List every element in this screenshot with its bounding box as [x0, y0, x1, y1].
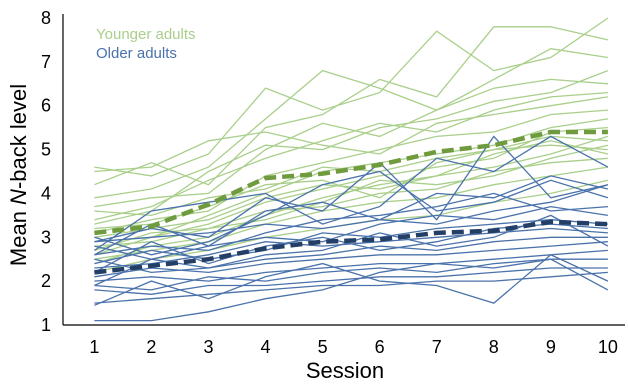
axes — [62, 14, 625, 326]
x-tick-label-10: 10 — [598, 337, 618, 357]
y-tick-label-3: 3 — [41, 227, 51, 247]
older-participant-line-1 — [94, 135, 609, 243]
older-mean-line — [94, 219, 608, 275]
older-individual-lines — [94, 135, 609, 322]
x-tick-label-3: 3 — [203, 337, 213, 357]
x-tick-label-9: 9 — [546, 337, 556, 357]
younger-participant-line-14 — [94, 166, 608, 260]
older-participant-line-2 — [94, 135, 609, 251]
x-tick-label-1: 1 — [89, 337, 99, 357]
y-axis-title-prefix: Mean — [6, 205, 31, 266]
x-tick-label-4: 4 — [261, 337, 271, 357]
younger-participant-line-4 — [94, 78, 608, 208]
younger-mean-line — [94, 129, 608, 236]
x-tick-label-7: 7 — [432, 337, 442, 357]
older-participant-line-14 — [94, 254, 609, 306]
older-participant-line-4 — [94, 192, 608, 256]
x-tick-label-2: 2 — [146, 337, 156, 357]
x-tick-label-6: 6 — [375, 337, 385, 357]
older-participant-line-10 — [94, 249, 608, 282]
older-participant-line-11 — [94, 258, 608, 291]
x-tick-labels: 1 2 3 4 5 6 7 8 9 10 — [89, 337, 618, 357]
x-tick-label-5: 5 — [318, 337, 328, 357]
younger-participant-line-17 — [94, 69, 609, 225]
younger-participant-line-5 — [94, 91, 608, 221]
y-axis-title-suffix: -back level — [6, 84, 31, 189]
older-participant-line-18 — [94, 175, 609, 256]
x-tick-label-8: 8 — [489, 337, 499, 357]
older-participant-line-15 — [94, 258, 609, 322]
y-tick-label-2: 2 — [41, 271, 51, 291]
y-tick-label-4: 4 — [41, 183, 51, 203]
y-tick-label-8: 8 — [41, 8, 51, 28]
legend-older-adults: Older adults — [96, 45, 177, 62]
legend: Younger adults Older adults — [96, 26, 196, 62]
y-tick-label-1: 1 — [41, 315, 51, 335]
y-tick-label-6: 6 — [41, 96, 51, 116]
y-tick-label-5: 5 — [41, 140, 51, 160]
y-tick-label-7: 7 — [41, 52, 51, 72]
younger-participant-line-6 — [94, 109, 608, 234]
legend-younger-adults: Younger adults — [96, 26, 196, 43]
older-participant-line-6 — [94, 219, 608, 265]
younger-participant-line-3 — [94, 48, 608, 199]
older-participant-line-9 — [94, 241, 608, 278]
x-axis-title: Session — [306, 358, 384, 383]
younger-participant-line-2 — [94, 26, 609, 186]
younger-participant-line-12 — [94, 96, 608, 173]
y-axis-title: Mean N-back level — [6, 84, 31, 266]
group-mean-lines — [94, 129, 608, 275]
y-tick-labels: 1 2 3 4 5 6 7 8 — [41, 8, 51, 335]
y-axis-title-n: N — [6, 189, 31, 205]
